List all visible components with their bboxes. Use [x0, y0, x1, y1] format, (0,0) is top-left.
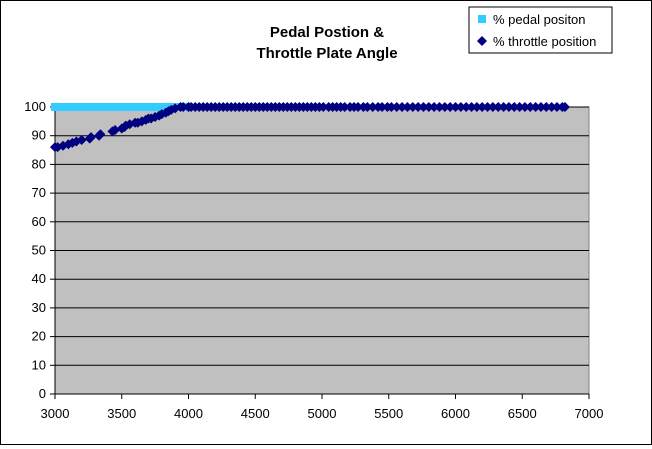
legend-key-throttle-icon [477, 36, 487, 46]
throttle-point [466, 102, 477, 112]
throttle-point [339, 102, 350, 112]
throttle-point [386, 102, 397, 112]
y-tick-label: 100 [24, 99, 46, 114]
throttle-point [76, 135, 87, 146]
x-axis: 3000 3500 4000 4500 5000 5500 6000 6500 7000 [41, 393, 604, 421]
throttle-point [498, 102, 509, 112]
x-tick-label: 3000 [41, 406, 70, 421]
x-tick-label: 6000 [441, 406, 470, 421]
throttle-point [413, 102, 424, 112]
y-tick-label: 10 [32, 357, 46, 372]
series-layer [50, 102, 570, 153]
legend-box [468, 6, 613, 54]
throttle-point [318, 102, 329, 112]
throttle-point [477, 102, 488, 112]
throttle-point [120, 120, 131, 131]
pedal-point [99, 103, 108, 111]
throttle-point [530, 102, 541, 112]
throttle-point [519, 102, 530, 112]
throttle-point [407, 102, 418, 112]
legend-diamond-marker [477, 36, 487, 46]
y-tick-label: 30 [32, 300, 46, 315]
y-axis: 0 10 20 30 40 50 60 70 80 90 100 [24, 99, 56, 401]
throttle-point [86, 132, 97, 143]
x-tick-label: 6500 [508, 406, 537, 421]
throttle-point [487, 102, 498, 112]
throttle-point [559, 102, 570, 112]
throttle-point [482, 102, 493, 112]
throttle-point [455, 102, 466, 112]
throttle-point [514, 102, 525, 112]
y-tick-label: 60 [32, 214, 46, 229]
throttle-point [353, 102, 364, 112]
throttle-point [423, 102, 434, 112]
throttle-point [471, 102, 482, 112]
y-tick-label: 80 [32, 156, 46, 171]
throttle-point [362, 102, 373, 112]
throttle-point [546, 102, 557, 112]
throttle-point [377, 102, 388, 112]
throttle-point [535, 102, 546, 112]
y-tick-label: 20 [32, 329, 46, 344]
y-tick-label: 40 [32, 271, 46, 286]
throttle-point [418, 102, 429, 112]
throttle-point [178, 102, 189, 112]
x-tick-label: 4500 [241, 406, 270, 421]
legend-label-throttle: % throttle position [493, 34, 596, 49]
throttle-point [493, 102, 504, 112]
throttle-point [367, 102, 378, 112]
throttle-point [541, 102, 552, 112]
x-tick-label: 5000 [308, 406, 337, 421]
throttle-point [434, 102, 445, 112]
chart-title-line-1: Pedal Postion & [270, 24, 384, 41]
x-tick-label: 7000 [575, 406, 604, 421]
x-tick-label: 4000 [174, 406, 203, 421]
legend-label-pedal: % pedal positon [493, 12, 586, 27]
throttle-point [58, 140, 69, 151]
throttle-point [525, 102, 536, 112]
throttle-point [429, 102, 440, 112]
throttle-point [509, 102, 520, 112]
legend-key-pedal-icon [478, 15, 486, 23]
x-tick-label: 5500 [374, 406, 403, 421]
throttle-point [503, 102, 514, 112]
throttle-point [402, 102, 413, 112]
throttle-point [397, 102, 408, 112]
x-tick-label: 3500 [107, 406, 136, 421]
throttle-point [439, 102, 450, 112]
throttle-point [461, 102, 472, 112]
pedal-point [112, 103, 121, 111]
throttle-point [391, 102, 402, 112]
y-tick-label: 50 [32, 243, 46, 258]
legend: % pedal positon % throttle position [468, 6, 613, 54]
y-tick-label: 0 [39, 386, 46, 401]
chart-title-line-2: Throttle Plate Angle [256, 45, 397, 62]
throttle-point [445, 102, 456, 112]
throttle-point [551, 102, 562, 112]
pedal-point [125, 103, 134, 111]
throttle-point [450, 102, 461, 112]
y-tick-label: 70 [32, 185, 46, 200]
throttle-point [95, 129, 106, 140]
pedal-point [80, 103, 89, 111]
legend-square-marker [478, 15, 486, 23]
series-1 [50, 102, 570, 153]
y-tick-label: 90 [32, 128, 46, 143]
throttle-point [110, 124, 121, 135]
